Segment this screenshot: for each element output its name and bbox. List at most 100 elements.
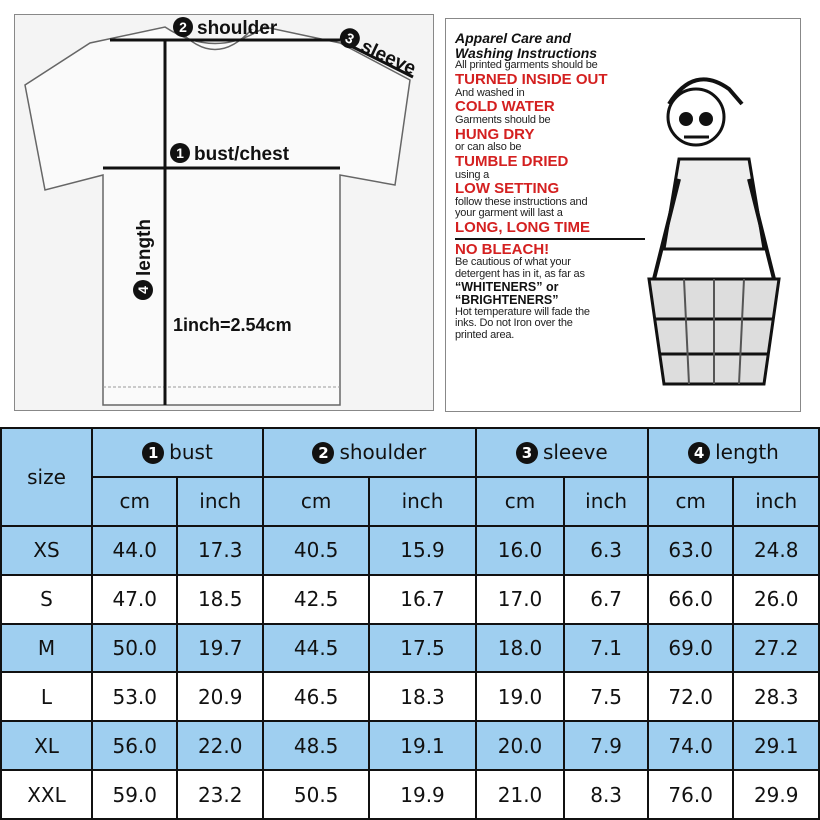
value-cell: 17.5 — [368, 622, 477, 674]
value-cell: 50.0 — [90, 622, 179, 674]
size-chart-table: size 1 bust 2 shoulder 3 sleeve 4 length cm inch… — [0, 427, 820, 820]
unit-header: inch — [368, 475, 477, 527]
value-cell: 76.0 — [646, 769, 735, 820]
size-cell: XL — [0, 720, 93, 772]
group-label: bust — [169, 440, 213, 465]
value-cell: 18.5 — [176, 573, 264, 625]
unit-header: inch — [563, 475, 649, 527]
table-row: XS 44.0 17.3 40.5 15.9 16.0 6.3 63.0 24.8 — [0, 524, 820, 576]
value-cell: 18.0 — [474, 622, 566, 674]
number-badge: 2 — [312, 442, 335, 465]
unit-header: cm — [646, 475, 735, 527]
length-label: 4length — [133, 219, 156, 300]
value-cell: 21.0 — [474, 769, 566, 820]
care-line: “WHITENERS” or — [455, 279, 559, 294]
value-cell: 50.5 — [261, 769, 371, 820]
group-label: shoulder — [339, 440, 427, 465]
value-cell: 44.5 — [261, 622, 371, 674]
value-cell: 17.3 — [176, 524, 264, 576]
value-cell: 8.3 — [563, 769, 649, 820]
care-line: your garment will last a — [455, 207, 563, 220]
value-cell: 6.7 — [563, 573, 649, 625]
care-instructions-panel: Apparel Care and Washing Instructions Al… — [445, 18, 801, 412]
number-badge: 4 — [688, 442, 711, 465]
table-row: S 47.0 18.5 42.5 16.7 17.0 6.7 66.0 26.0 — [0, 573, 820, 625]
care-title: Washing Instructions — [455, 44, 598, 61]
shoulder-label: 2 shoulder — [173, 17, 277, 40]
care-line: inks. Do not Iron over the — [455, 317, 573, 330]
care-line: Hot temperature will fade the — [455, 305, 590, 318]
care-line: TUMBLE DRIED — [455, 152, 569, 170]
skeleton-washing-illustration — [647, 77, 781, 386]
number-badge: 1 — [142, 442, 165, 465]
value-cell: 56.0 — [90, 720, 179, 772]
size-cell: S — [0, 573, 93, 625]
care-line: “BRIGHTENERS” — [455, 292, 559, 307]
table-row: XXL 59.0 23.2 50.5 19.9 21.0 8.3 76.0 29.9 — [0, 769, 820, 820]
size-cell: XXL — [0, 769, 93, 820]
value-cell: 40.5 — [261, 524, 371, 576]
value-cell: 63.0 — [646, 524, 735, 576]
value-cell: 29.9 — [732, 769, 820, 820]
value-cell: 24.8 — [732, 524, 820, 576]
unit-header: cm — [474, 475, 566, 527]
value-cell: 53.0 — [90, 671, 179, 723]
table-units-row: cm inch cm inch cm inch cm inch — [1, 475, 820, 527]
group-header-bust: 1 bust — [91, 427, 264, 478]
value-cell: 48.5 — [261, 720, 371, 772]
care-line: Be cautious of what your — [455, 256, 571, 269]
group-header-sleeve: 3 sleeve — [474, 427, 649, 478]
value-cell: 18.3 — [368, 671, 477, 723]
size-cell: M — [0, 622, 93, 674]
care-line: printed area. — [455, 328, 515, 341]
size-cell: L — [0, 671, 93, 723]
value-cell: 74.0 — [646, 720, 735, 772]
value-cell: 16.0 — [474, 524, 566, 576]
group-header-shoulder: 2 shoulder — [261, 427, 477, 478]
value-cell: 59.0 — [90, 769, 179, 820]
care-line: And washed in — [455, 86, 525, 99]
value-cell: 7.1 — [563, 622, 649, 674]
value-cell: 19.9 — [368, 769, 477, 820]
care-title: Apparel Care and — [455, 30, 571, 46]
value-cell: 28.3 — [732, 671, 820, 723]
care-line: NO BLEACH! — [455, 237, 645, 258]
value-cell: 66.0 — [646, 573, 735, 625]
table-header-row: size 1 bust 2 shoulder 3 sleeve 4 length — [0, 427, 820, 527]
value-cell: 20.0 — [474, 720, 566, 772]
value-cell: 47.0 — [90, 573, 179, 625]
value-cell: 19.7 — [176, 622, 264, 674]
value-cell: 20.9 — [176, 671, 264, 723]
value-cell: 22.0 — [176, 720, 264, 772]
value-cell: 23.2 — [176, 769, 264, 820]
unit-header: cm — [90, 475, 179, 527]
number-badge: 3 — [515, 442, 538, 465]
care-line: LOW SETTING — [455, 180, 560, 198]
value-cell: 16.7 — [368, 573, 477, 625]
unit-header: inch — [176, 475, 264, 527]
tshirt-measurement-diagram: 2 shoulder 3sleeve 1 bust/chest 4length 1i… — [14, 14, 434, 411]
care-line: detergent has in it, as far as — [455, 268, 585, 280]
value-cell: 46.5 — [261, 671, 371, 723]
group-label: length — [715, 440, 779, 465]
care-line: All printed garments should be — [455, 59, 598, 72]
value-cell: 42.5 — [261, 573, 371, 625]
value-cell: 15.9 — [368, 524, 477, 576]
value-cell: 19.1 — [368, 720, 477, 772]
value-cell: 7.5 — [563, 671, 649, 723]
table-row: XL 56.0 22.0 48.5 19.1 20.0 7.9 74.0 29.1 — [0, 720, 820, 772]
value-cell: 44.0 — [90, 524, 179, 576]
table-row: L 53.0 20.9 46.5 18.3 19.0 7.5 72.0 28.3 — [0, 671, 820, 723]
tshirt-outline — [24, 26, 414, 406]
bust-label: 1 bust/chest — [170, 143, 289, 166]
care-line: follow these instructions and — [455, 195, 588, 208]
unit-header: inch — [732, 475, 820, 527]
care-line: HUNG DRY — [455, 125, 535, 143]
value-cell: 69.0 — [646, 622, 735, 674]
unit-header: cm — [261, 475, 371, 527]
care-line: Garments should be — [455, 113, 551, 126]
care-line: COLD WATER — [455, 98, 555, 116]
value-cell: 29.1 — [732, 720, 820, 772]
value-cell: 19.0 — [474, 671, 566, 723]
value-cell: 7.9 — [563, 720, 649, 772]
